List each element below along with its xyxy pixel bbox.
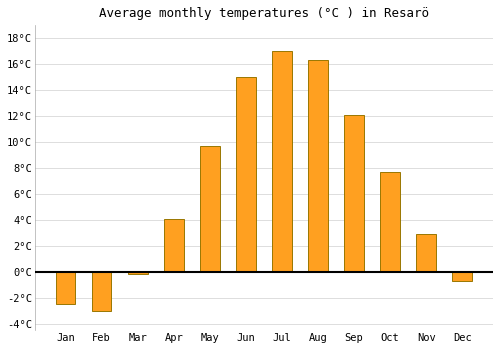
Bar	[92, 272, 112, 311]
Bar	[128, 272, 148, 274]
Bar	[380, 172, 400, 272]
Bar	[164, 219, 184, 272]
Bar	[236, 77, 256, 272]
Bar	[344, 115, 364, 272]
Bar	[452, 272, 472, 281]
Bar	[272, 51, 292, 272]
Title: Average monthly temperatures (°C ) in Resarö: Average monthly temperatures (°C ) in Re…	[99, 7, 429, 20]
Bar	[308, 60, 328, 272]
Bar	[200, 146, 220, 272]
Bar	[416, 234, 436, 272]
Bar	[56, 272, 76, 304]
